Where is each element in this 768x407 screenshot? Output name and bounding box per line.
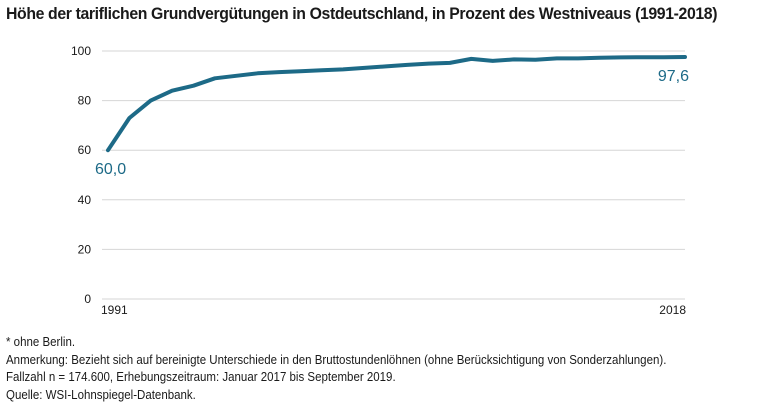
footnote-source: Quelle: WSI-Lohnspiegel-Datenbank. xyxy=(6,387,196,402)
y-tick-label-60: 60 xyxy=(78,143,92,157)
y-tick-label-40: 40 xyxy=(78,193,92,207)
gridlines xyxy=(102,50,685,300)
data-labels: 60,0 97,6 xyxy=(95,68,689,178)
series-line-0 xyxy=(106,55,687,153)
footnote-berlin: * ohne Berlin. xyxy=(6,335,76,349)
x-tick-label-1991: 1991 xyxy=(101,303,128,317)
y-axis-ticks: 0 20 40 60 80 100 xyxy=(71,44,91,306)
footnotes: * ohne Berlin. Anmerkung: Bezieht sich a… xyxy=(6,334,724,404)
footnote-remark: Anmerkung: Bezieht sich auf bereinigte U… xyxy=(6,352,667,367)
line-chart: 0 20 40 60 80 100 1991 2018 60,0 97,6 xyxy=(71,44,689,317)
chart-title: Höhe der tariflichen Grundvergütungen in… xyxy=(6,4,718,23)
y-tick-label-20: 20 xyxy=(78,242,92,256)
series-layer xyxy=(106,55,687,153)
x-tick-label-2018: 2018 xyxy=(659,303,686,317)
data-label-start: 60,0 xyxy=(95,161,126,178)
footnote-sample: Fallzahl n = 174.600, Erhebungszeitraum:… xyxy=(6,370,396,384)
y-tick-label-100: 100 xyxy=(71,44,91,58)
y-tick-label-0: 0 xyxy=(84,292,91,306)
data-label-end: 97,6 xyxy=(658,68,689,85)
x-axis-ticks: 1991 2018 xyxy=(101,303,686,317)
y-tick-label-80: 80 xyxy=(78,94,92,108)
